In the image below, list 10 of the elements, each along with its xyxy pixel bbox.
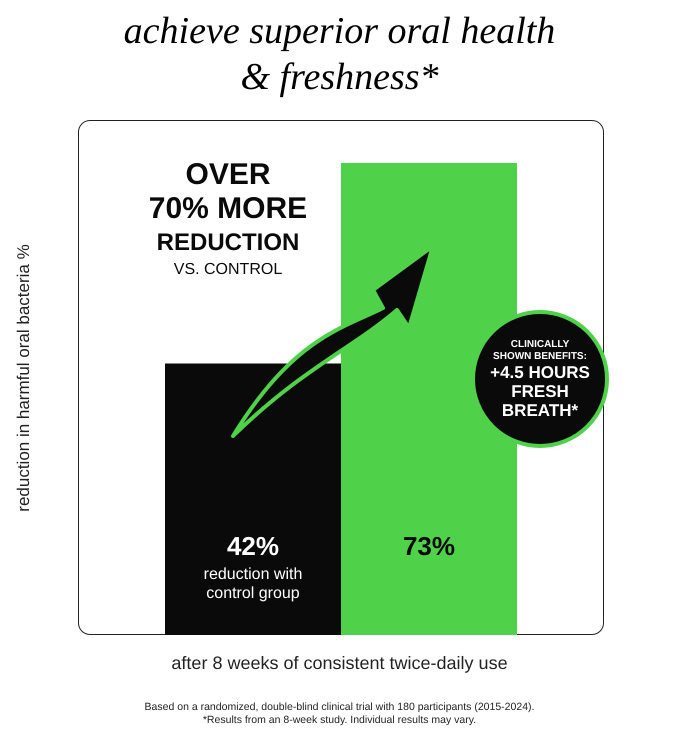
data-label: 42% <box>226 531 280 561</box>
annotation: CLINICALLY SHOWN BENEFITS: +4.5 HOURS FRESH BREATH* <box>490 338 590 420</box>
x-axis-title: after 8 weeks of consistent twice-daily use <box>170 653 509 674</box>
x-tick-label: reduction with control group <box>204 566 302 602</box>
y-axis-title: reduction in harmful oral bacteria % <box>14 244 34 512</box>
text: *Results from an 8-week study. Individual results may vary. <box>202 714 478 727</box>
data-label: 73% <box>402 531 456 561</box>
chart-title: achieve superior oral health & freshness* <box>122 9 556 100</box>
annotation: OVER 70% MORE REDUCTION VS. CONTROL <box>148 158 308 280</box>
text: Based on a randomized, double-blind clinical trial with 180 participants (2015-2024). <box>144 701 536 714</box>
